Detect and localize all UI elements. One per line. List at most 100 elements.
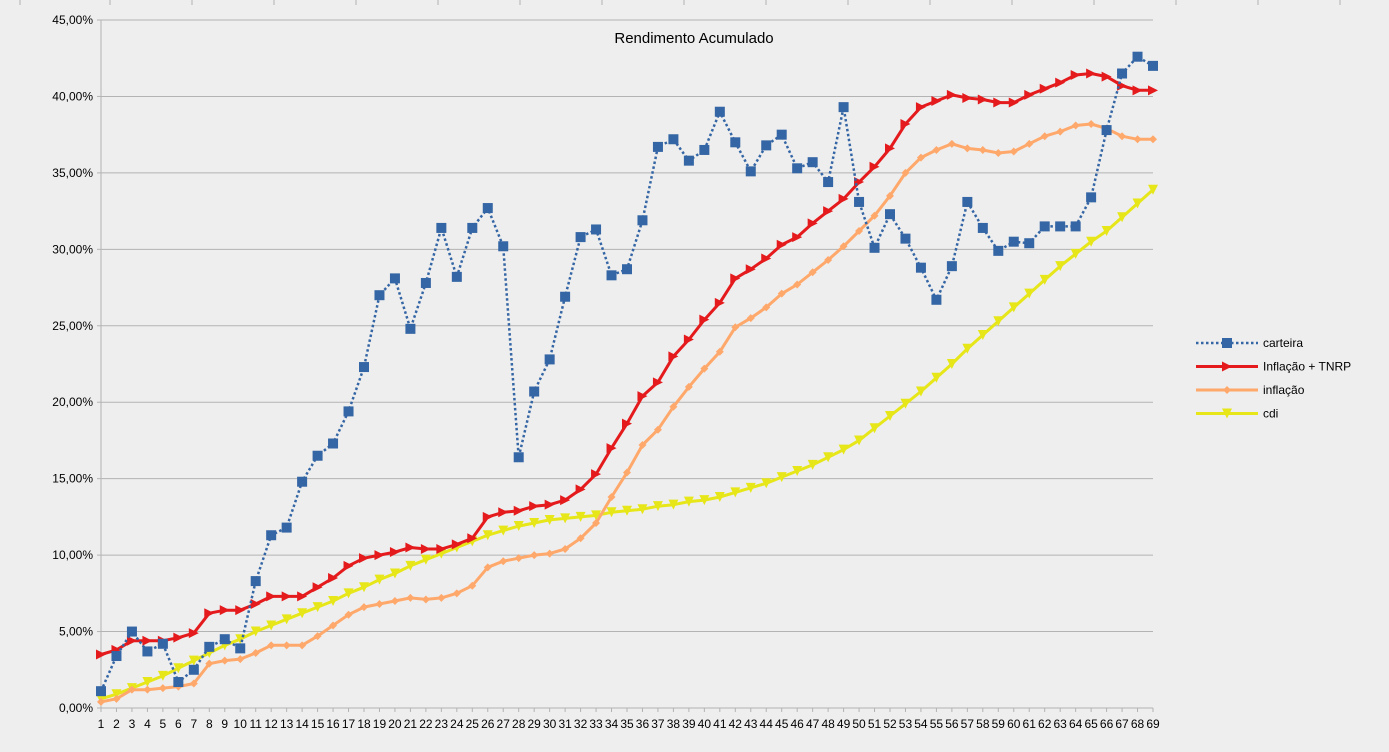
data-point: [1039, 274, 1050, 285]
data-point: [669, 402, 678, 411]
data-point: [173, 677, 184, 688]
data-point: [931, 372, 942, 383]
data-point: [978, 145, 987, 154]
data-point: [281, 591, 292, 602]
plot-series: [96, 51, 1158, 706]
data-point: [915, 102, 926, 113]
data-point: [1101, 225, 1112, 236]
data-point: [1055, 77, 1066, 88]
data-point: [359, 553, 369, 564]
legend-swatch-marker: [1222, 338, 1232, 348]
data-point: [529, 518, 540, 529]
data-point: [188, 655, 199, 666]
data-point: [560, 495, 571, 506]
data-point: [498, 525, 509, 536]
data-point: [1070, 221, 1081, 232]
data-point: [838, 444, 849, 455]
data-point: [684, 382, 693, 391]
data-point: [1040, 132, 1049, 141]
x-tick-label: 46: [790, 717, 804, 731]
data-point: [251, 648, 260, 657]
x-tick-label: 51: [868, 717, 882, 731]
data-point: [761, 140, 772, 151]
data-point: [652, 141, 663, 152]
data-point: [482, 511, 493, 522]
top-tick-marks: [19, 0, 1341, 5]
data-point: [885, 209, 895, 220]
data-point: [250, 576, 261, 587]
data-point: [668, 134, 679, 145]
data-point: [931, 96, 942, 107]
legend-item: carteira: [1196, 336, 1303, 350]
data-point: [700, 364, 709, 373]
data-point: [343, 588, 354, 599]
data-point: [235, 643, 246, 654]
x-tick-label: 36: [636, 717, 650, 731]
data-point: [1101, 125, 1112, 136]
data-point: [977, 329, 988, 340]
data-point: [267, 641, 276, 650]
data-point: [652, 377, 663, 388]
x-tick-label: 16: [326, 717, 340, 731]
data-point: [1086, 68, 1097, 79]
data-point: [250, 599, 261, 610]
x-tick-label: 53: [899, 717, 913, 731]
data-point: [792, 466, 803, 477]
data-point: [1117, 212, 1128, 223]
data-point: [623, 468, 631, 477]
x-tick-label: 44: [760, 717, 774, 731]
data-point: [499, 557, 508, 566]
data-point: [250, 626, 261, 637]
x-tick-label: 61: [1023, 717, 1037, 731]
x-tick-label: 20: [388, 717, 402, 731]
x-tick-label: 27: [497, 717, 511, 731]
legend-swatch-marker: [1223, 386, 1231, 394]
data-point: [575, 484, 586, 495]
data-point: [731, 323, 740, 332]
x-tick-label: 62: [1038, 717, 1052, 731]
x-tick-label: 40: [698, 717, 712, 731]
data-point: [483, 563, 492, 572]
data-point: [312, 450, 323, 461]
data-point: [622, 418, 632, 429]
data-point: [220, 656, 229, 665]
data-point: [544, 499, 555, 510]
x-tick-label: 48: [821, 717, 835, 731]
data-point: [375, 600, 384, 609]
data-point: [236, 655, 245, 664]
data-point: [266, 620, 277, 631]
x-tick-label: 52: [883, 717, 897, 731]
x-tick-label: 5: [160, 717, 167, 731]
x-tick-label: 54: [914, 717, 928, 731]
data-point: [421, 595, 430, 604]
data-point: [1070, 248, 1081, 259]
x-tick-label: 11: [249, 717, 262, 731]
data-point: [900, 118, 911, 129]
data-point: [947, 139, 956, 148]
data-point: [514, 554, 523, 563]
x-tick-label: 64: [1069, 717, 1083, 731]
data-point: [406, 593, 415, 602]
data-point: [1008, 236, 1019, 247]
data-point: [793, 280, 802, 289]
data-point: [157, 638, 168, 649]
x-tick-label: 39: [682, 717, 696, 731]
x-tick-label: 29: [527, 717, 541, 731]
data-point: [638, 441, 647, 450]
x-tick-label: 60: [1007, 717, 1021, 731]
data-point: [714, 297, 725, 308]
data-point: [513, 452, 524, 463]
data-point: [839, 242, 848, 251]
x-tick-label: 69: [1146, 717, 1160, 731]
data-point: [668, 499, 679, 510]
x-tick-label: 59: [992, 717, 1006, 731]
legend-swatch-marker: [1222, 408, 1232, 419]
x-tick-label: 37: [651, 717, 665, 731]
data-point: [591, 224, 602, 235]
data-point: [637, 391, 648, 402]
x-tick-label: 15: [311, 717, 325, 731]
legend-swatch-marker: [1222, 361, 1232, 372]
data-point: [714, 492, 725, 503]
data-point: [575, 232, 586, 243]
data-point: [328, 573, 339, 584]
